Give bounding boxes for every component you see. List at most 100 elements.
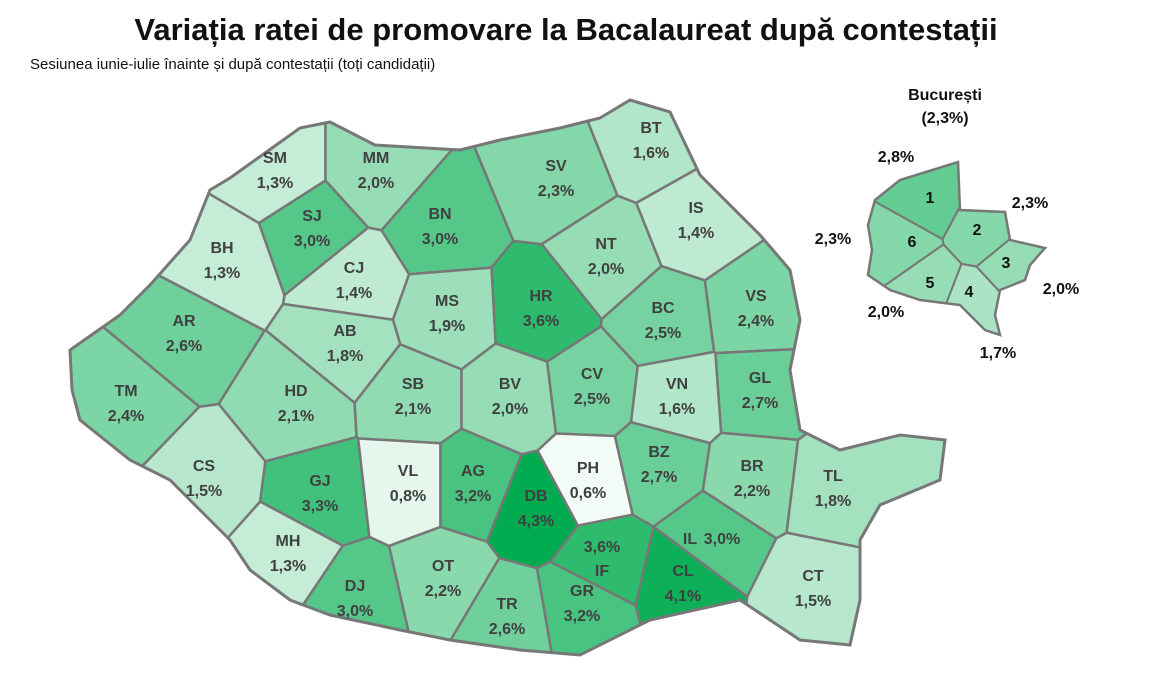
county-code: CS: [193, 458, 216, 475]
county-value: 1,3%: [257, 175, 293, 192]
county: [739, 531, 945, 655]
county-code: CV: [581, 366, 604, 383]
county-code: AB: [333, 323, 356, 340]
county-value: 2,5%: [645, 325, 681, 342]
sector-value: 2,0%: [1043, 281, 1079, 298]
county-code: IS: [688, 200, 703, 217]
county-value: 4,1%: [665, 588, 701, 605]
county-value: 2,6%: [166, 338, 202, 355]
county-code: HR: [529, 288, 553, 305]
sector-value: 2,3%: [1012, 195, 1048, 212]
sector-value: 1,7%: [980, 345, 1016, 362]
county-code: IL: [683, 531, 697, 548]
county-value: 1,5%: [795, 593, 831, 610]
county-value: 2,0%: [588, 261, 624, 278]
county-value: 1,5%: [186, 483, 222, 500]
county-value: 2,6%: [489, 621, 525, 638]
county-value: 3,0%: [704, 531, 740, 548]
bucharest-border: [866, 160, 1048, 337]
county-code: SB: [402, 376, 424, 393]
county-value: 1,8%: [327, 348, 363, 365]
county-code: MM: [363, 150, 390, 167]
county-code: BH: [210, 240, 233, 257]
county-code: MS: [435, 293, 459, 310]
county-code: BN: [428, 206, 451, 223]
county-code: TM: [114, 383, 137, 400]
county-code: OT: [432, 558, 454, 575]
county-value: 0,6%: [570, 485, 606, 502]
county-code: BR: [740, 458, 764, 475]
sector-value: 2,8%: [878, 149, 914, 166]
sector-value: 2,3%: [815, 231, 851, 248]
county-value: 2,0%: [358, 175, 394, 192]
county-value: 3,6%: [584, 539, 620, 556]
county-code: SJ: [302, 208, 322, 225]
county-code: VS: [745, 288, 767, 305]
inset-title: București: [908, 87, 982, 104]
county-value: 2,4%: [738, 313, 774, 330]
county-value: 1,9%: [429, 318, 465, 335]
subtitle: Sesiunea iunie-iulie înainte și după con…: [30, 56, 435, 73]
county-code: BZ: [648, 444, 670, 461]
county-code: DB: [524, 488, 547, 505]
county-value: 1,6%: [633, 145, 669, 162]
county-value: 3,6%: [523, 313, 559, 330]
county-value: 1,4%: [336, 285, 372, 302]
county-code: AR: [172, 313, 196, 330]
county-value: 3,3%: [302, 498, 338, 515]
county-code: NT: [595, 236, 617, 253]
title: Variația ratei de promovare la Bacalaure…: [134, 12, 997, 47]
county-value: 1,8%: [815, 493, 851, 510]
sector-value: 2,0%: [868, 304, 904, 321]
county-value: 2,2%: [425, 583, 461, 600]
county-value: 3,2%: [564, 608, 600, 625]
county-value: 2,1%: [395, 401, 431, 418]
county-code: BT: [640, 120, 662, 137]
sector-number: 2: [973, 222, 982, 239]
county-code: GJ: [309, 473, 330, 490]
sector-number: 6: [908, 234, 917, 251]
county-value: 3,0%: [294, 233, 330, 250]
county-code: DJ: [345, 578, 365, 595]
county-value: 1,4%: [678, 225, 714, 242]
county-code: PH: [577, 460, 599, 477]
county-code: GR: [570, 583, 594, 600]
county-code: AG: [461, 463, 485, 480]
county-value: 3,0%: [422, 231, 458, 248]
county-code: IF: [595, 563, 609, 580]
sector-number: 1: [926, 190, 935, 207]
county-code: VN: [666, 376, 688, 393]
county-value: 2,4%: [108, 408, 144, 425]
county-value: 2,0%: [492, 401, 528, 418]
county-code: CL: [672, 563, 694, 580]
county-code: CT: [802, 568, 824, 585]
county-code: TR: [496, 596, 518, 613]
county-code: HD: [284, 383, 307, 400]
county-value: 2,2%: [734, 483, 770, 500]
county-value: 2,7%: [742, 395, 778, 412]
county-value: 2,1%: [278, 408, 314, 425]
county-code: SV: [545, 158, 567, 175]
county-code: TL: [823, 468, 843, 485]
county-value: 1,6%: [659, 401, 695, 418]
county-code: CJ: [344, 260, 364, 277]
county-code: VL: [398, 463, 419, 480]
sectors: [868, 162, 1045, 335]
county-value: 2,3%: [538, 183, 574, 200]
county-value: 3,0%: [337, 603, 373, 620]
county-value: 0,8%: [390, 488, 426, 505]
county-code: MH: [276, 533, 301, 550]
county-code: BV: [499, 376, 522, 393]
county-value: 2,5%: [574, 391, 610, 408]
county: [714, 341, 930, 442]
county-value: 4,3%: [518, 513, 554, 530]
county-code: BC: [651, 300, 675, 317]
sector-number: 5: [926, 275, 935, 292]
county-value: 3,2%: [455, 488, 491, 505]
country-border: [68, 98, 947, 657]
county-value: 2,7%: [641, 469, 677, 486]
county-code: GL: [749, 370, 771, 387]
sector-number: 4: [965, 284, 974, 301]
sector-number: 3: [1002, 255, 1011, 272]
